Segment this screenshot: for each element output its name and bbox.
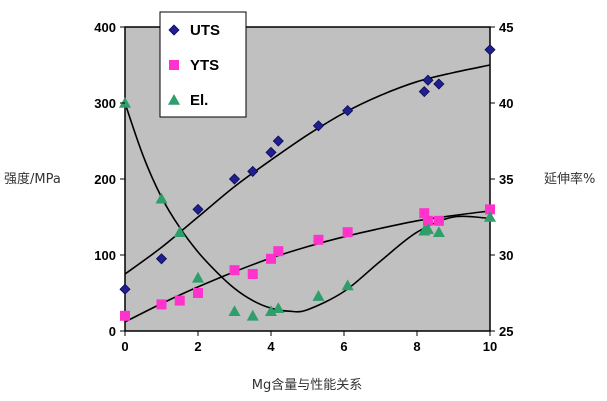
legend-marker-uts bbox=[168, 24, 180, 36]
el-point bbox=[155, 192, 168, 204]
yts-point bbox=[247, 269, 258, 279]
uts-point bbox=[342, 105, 354, 117]
uts-point bbox=[155, 253, 168, 265]
uts-point bbox=[484, 44, 496, 56]
el-point bbox=[265, 305, 277, 317]
yts-point bbox=[313, 234, 324, 245]
yts-point bbox=[273, 246, 284, 257]
uts-point bbox=[247, 165, 259, 177]
uts-series bbox=[119, 44, 496, 295]
uts-point bbox=[422, 74, 434, 86]
y-left-tick-label: 400 bbox=[94, 20, 116, 35]
uts-point bbox=[228, 173, 241, 185]
uts-point bbox=[418, 86, 430, 98]
el-series bbox=[119, 97, 496, 321]
x-tick-label: 2 bbox=[194, 339, 201, 354]
el-point bbox=[341, 279, 354, 291]
x-tick-label: 10 bbox=[483, 339, 497, 354]
legend-marker-yts bbox=[169, 60, 179, 70]
data-markers bbox=[119, 44, 496, 321]
y-left-tick-label: 300 bbox=[94, 96, 116, 111]
legend-label-el: El. bbox=[190, 92, 208, 109]
x-tick-label: 0 bbox=[121, 339, 128, 354]
el-point bbox=[192, 271, 204, 283]
uts-point bbox=[119, 283, 131, 295]
x-tick-label: 8 bbox=[413, 339, 420, 354]
legend-label-yts: YTS bbox=[190, 57, 219, 74]
uts-point bbox=[192, 203, 204, 215]
y-axis-right-title: 延伸率% bbox=[544, 171, 595, 187]
uts-point bbox=[265, 146, 277, 158]
uts-point bbox=[272, 135, 284, 147]
yts-point bbox=[433, 215, 444, 226]
legend-marker-el bbox=[168, 94, 180, 105]
yts-point bbox=[485, 204, 495, 215]
yts-point bbox=[342, 227, 353, 238]
el-point bbox=[272, 302, 285, 313]
yts-point bbox=[120, 310, 130, 321]
el-point bbox=[421, 223, 434, 234]
y-right-tick-label: 25 bbox=[499, 324, 513, 339]
y-right-tick-label: 40 bbox=[499, 96, 513, 111]
el-point bbox=[484, 211, 496, 222]
yts-point bbox=[229, 265, 240, 276]
x-tick-label: 6 bbox=[340, 339, 347, 354]
yts-point bbox=[193, 288, 203, 298]
el-trend-line bbox=[124, 102, 491, 313]
yts-point bbox=[419, 208, 430, 219]
legend: UTS YTS El. bbox=[159, 11, 247, 118]
legend-label-uts: UTS bbox=[190, 22, 220, 39]
x-tick-label: 4 bbox=[267, 339, 275, 354]
y-right-tick-label: 35 bbox=[499, 172, 513, 187]
uts-point bbox=[433, 78, 445, 90]
yts-point bbox=[156, 299, 167, 310]
el-point bbox=[312, 290, 325, 301]
y-axis-left-title: 强度/MPa bbox=[4, 171, 61, 187]
yts-point bbox=[422, 215, 433, 226]
el-point bbox=[173, 226, 186, 237]
yts-point bbox=[174, 295, 185, 306]
y-right-tick-label: 45 bbox=[499, 20, 513, 35]
x-axis-title: Mg含量与性能关系 bbox=[252, 377, 362, 393]
el-point bbox=[228, 305, 241, 317]
yts-point bbox=[266, 253, 276, 264]
el-point bbox=[432, 226, 445, 237]
uts-point bbox=[312, 120, 325, 132]
y-right-tick-label: 30 bbox=[499, 248, 513, 263]
yts-series bbox=[120, 204, 495, 321]
y-left-tick-label: 200 bbox=[94, 172, 116, 187]
y-left-tick-label: 100 bbox=[94, 248, 116, 263]
y-left-tick-label: 0 bbox=[109, 324, 116, 339]
el-point bbox=[119, 97, 131, 108]
el-point bbox=[246, 309, 259, 321]
